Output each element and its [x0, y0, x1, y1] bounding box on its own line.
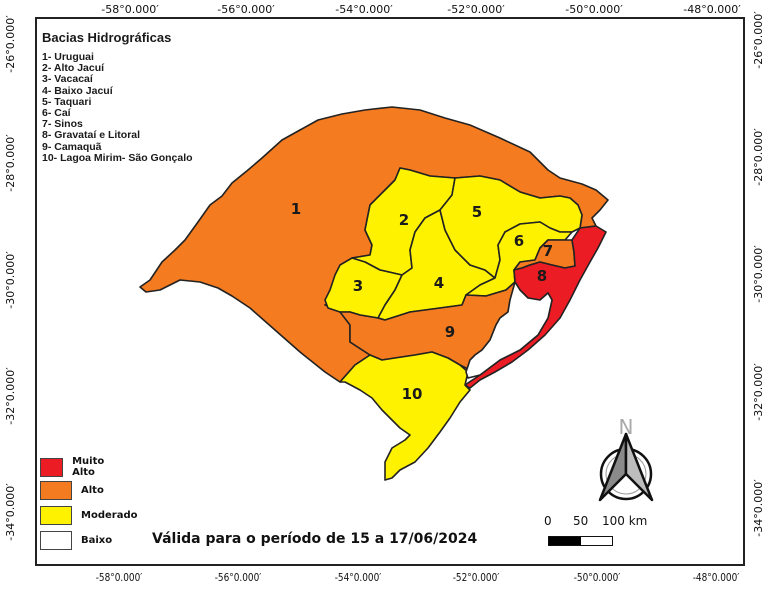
longitude-tick-bottom: -56°0.000′ [214, 572, 262, 584]
basin-number-5: 5 [471, 203, 483, 221]
basin-number-6: 6 [513, 232, 525, 250]
validity-period-text: Válida para o período de 15 a 17/06/2024 [152, 531, 478, 547]
basin-10-lagoa-mirim[interactable] [339, 351, 471, 481]
scale-bar-white-segment [580, 537, 612, 545]
scale-bar-black-segment [549, 537, 581, 545]
longitude-tick-bottom: -58°0.000′ [95, 572, 143, 584]
basins-legend-list: 1- Uruguai 2- Alto Jacuí 3- Vacacaí 4- B… [42, 51, 193, 164]
basin-legend-item: 8- Gravataí e Litoral [42, 129, 141, 142]
north-arrow-icon: N [598, 415, 654, 502]
legend-label: Alto [81, 485, 104, 496]
basin-legend-item: 1- Uruguai [42, 51, 94, 63]
scale-label-0: 0 [544, 514, 552, 528]
legend-item-muito-alto: Muito Alto [40, 456, 113, 478]
basin-legend-item: 6- Caí [42, 107, 71, 120]
basin-number-9: 9 [444, 323, 456, 341]
longitude-tick-bottom: -48°0.000′ [692, 572, 740, 584]
legend-swatch [40, 506, 72, 525]
scale-label-100: 100 km [602, 514, 648, 528]
basin-number-10: 10 [401, 385, 423, 403]
legend-swatch [40, 481, 72, 500]
longitude-tick-top: -56°0.000′ [217, 3, 275, 16]
lagoon [465, 281, 553, 379]
longitude-tick-top: -48°0.000′ [683, 3, 741, 16]
basin-legend-item: 5- Taquari [42, 95, 92, 108]
basin-number-8: 8 [536, 267, 548, 285]
basin-legend-item: 9- Camaquã [42, 140, 102, 153]
longitude-tick-top: -52°0.000′ [447, 3, 505, 16]
legend-swatch [40, 457, 64, 477]
basin-number-4: 4 [433, 274, 445, 292]
legend-item-alto: Alto [40, 481, 104, 500]
north-label: N [619, 415, 634, 439]
legend-label: Muito Alto [72, 456, 105, 478]
basin-number-3: 3 [352, 277, 364, 295]
scale-bar [548, 536, 613, 546]
legend-item-moderado: Moderado [40, 506, 137, 525]
legend-swatch [40, 531, 72, 550]
basin-legend-item: 4- Baixo Jacuí [42, 84, 113, 97]
basins-legend-title: Bacias Hidrográficas [42, 30, 172, 45]
longitude-tick-top: -58°0.000′ [101, 3, 159, 16]
legend-label: Baixo [81, 535, 113, 546]
basin-number-7: 7 [542, 242, 554, 260]
basin-legend-item: 10- Lagoa Mirim- São Gonçalo [42, 151, 193, 164]
longitude-tick-top: -50°0.000′ [565, 3, 623, 16]
scale-label-50: 50 [573, 514, 589, 528]
legend-item-baixo: Baixo [40, 531, 112, 550]
basin-number-2: 2 [398, 211, 410, 229]
basin-legend-item: 2- Alto Jacuí [42, 62, 105, 75]
longitude-tick-bottom: -52°0.000′ [452, 572, 500, 584]
longitude-tick-top: -54°0.000′ [335, 3, 393, 16]
basin-number-1: 1 [290, 200, 302, 218]
legend-label: Moderado [81, 510, 138, 521]
longitude-tick-bottom: -50°0.000′ [573, 572, 621, 584]
longitude-tick-bottom: -54°0.000′ [334, 572, 382, 584]
basin-legend-item: 3- Vacacaí [42, 73, 93, 86]
basin-legend-item: 7- Sinos [42, 118, 83, 131]
